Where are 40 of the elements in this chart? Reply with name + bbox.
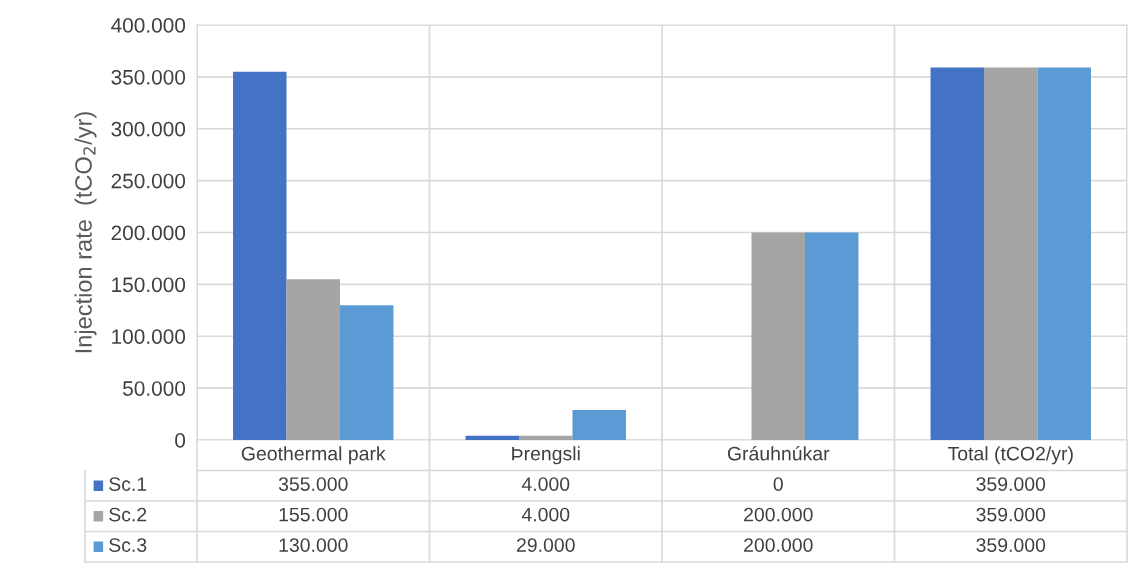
y-tick-label: 250.000 <box>111 173 186 189</box>
y-tick-label: 150.000 <box>112 277 186 293</box>
x-tick-label: Total (tCO2/yr) <box>947 446 1073 465</box>
data-label: 4.000 <box>521 507 570 522</box>
x-tick-label: Gráuhnúkar <box>727 445 830 461</box>
y-tick-label: 350.000 <box>111 69 186 85</box>
y-tick-label: 300.000 <box>111 121 186 137</box>
bar <box>804 232 859 440</box>
data-label: 359.000 <box>976 538 1046 552</box>
legend-label: Sc.2 <box>109 507 147 522</box>
data-label: 0 <box>773 477 783 491</box>
data-label: 130.000 <box>279 538 348 552</box>
bar <box>1037 67 1091 440</box>
bar <box>465 435 520 440</box>
y-tick-label: 50.000 <box>123 381 186 396</box>
bar <box>572 409 626 440</box>
data-label: 29.000 <box>516 538 575 552</box>
data-label: 200.000 <box>744 507 813 522</box>
data-label: 355.000 <box>278 477 348 491</box>
y-tick-label: 0 <box>175 433 186 448</box>
y-tick-label: 400.000 <box>111 18 186 33</box>
data-label: 359.000 <box>976 477 1046 491</box>
data-label: 200.000 <box>744 538 813 552</box>
bar <box>286 279 340 440</box>
legend-label: Sc.3 <box>109 538 147 552</box>
y-tick-label: 200.000 <box>111 225 186 241</box>
bar <box>519 435 573 440</box>
bar <box>930 67 985 440</box>
y-axis-title: Injection rate (tCO$_{2}$/yr) <box>74 112 97 353</box>
data-label: 359.000 <box>976 507 1046 522</box>
data-label: 155.000 <box>279 507 348 522</box>
x-tick-label: Þrengsli <box>512 446 580 465</box>
bar <box>984 67 1038 440</box>
x-tick-label: Geothermal park <box>241 446 386 465</box>
legend-label: Sc.1 <box>109 477 147 491</box>
bar <box>233 71 287 440</box>
bar <box>339 305 394 440</box>
bar <box>751 232 805 440</box>
data-label: 4.000 <box>521 477 570 491</box>
y-tick-label: 100.000 <box>112 329 186 344</box>
